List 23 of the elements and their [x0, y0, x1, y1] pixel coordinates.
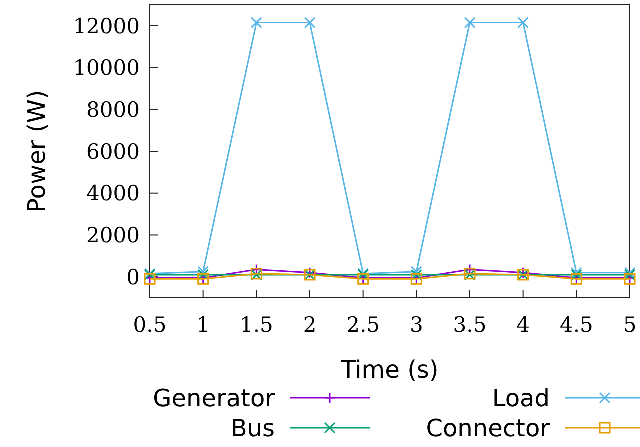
x-tick-label: 4 — [516, 313, 530, 337]
x-tick-label: 3.5 — [453, 313, 487, 337]
y-tick-label: 0 — [126, 265, 140, 290]
y-tick-label: 4000 — [86, 182, 140, 206]
x-tick-label: 2.5 — [346, 313, 380, 337]
x-tick-label: 1.5 — [240, 313, 274, 337]
y-tick-label: 2000 — [86, 224, 140, 248]
x-tick-label: 4.5 — [560, 313, 594, 337]
y-tick-label: 6000 — [86, 140, 140, 164]
x-tick-label: 5 — [623, 313, 637, 337]
legend-label: Bus — [230, 414, 275, 442]
x-tick-label: 2 — [303, 313, 317, 337]
x-tick-label: 1 — [196, 313, 210, 337]
y-axis-title: Power (W) — [23, 90, 51, 213]
legend-label: Generator — [153, 384, 276, 412]
x-tick-label: 3 — [410, 313, 424, 337]
x-axis-title: Time (s) — [340, 356, 439, 384]
y-tick-label: 10000 — [73, 56, 140, 80]
x-tick-label: 0.5 — [133, 313, 167, 337]
legend-label: Connector — [426, 414, 550, 442]
legend-label: Load — [492, 384, 550, 412]
y-tick-label: 12000 — [73, 14, 140, 38]
y-tick-label: 8000 — [86, 98, 140, 122]
